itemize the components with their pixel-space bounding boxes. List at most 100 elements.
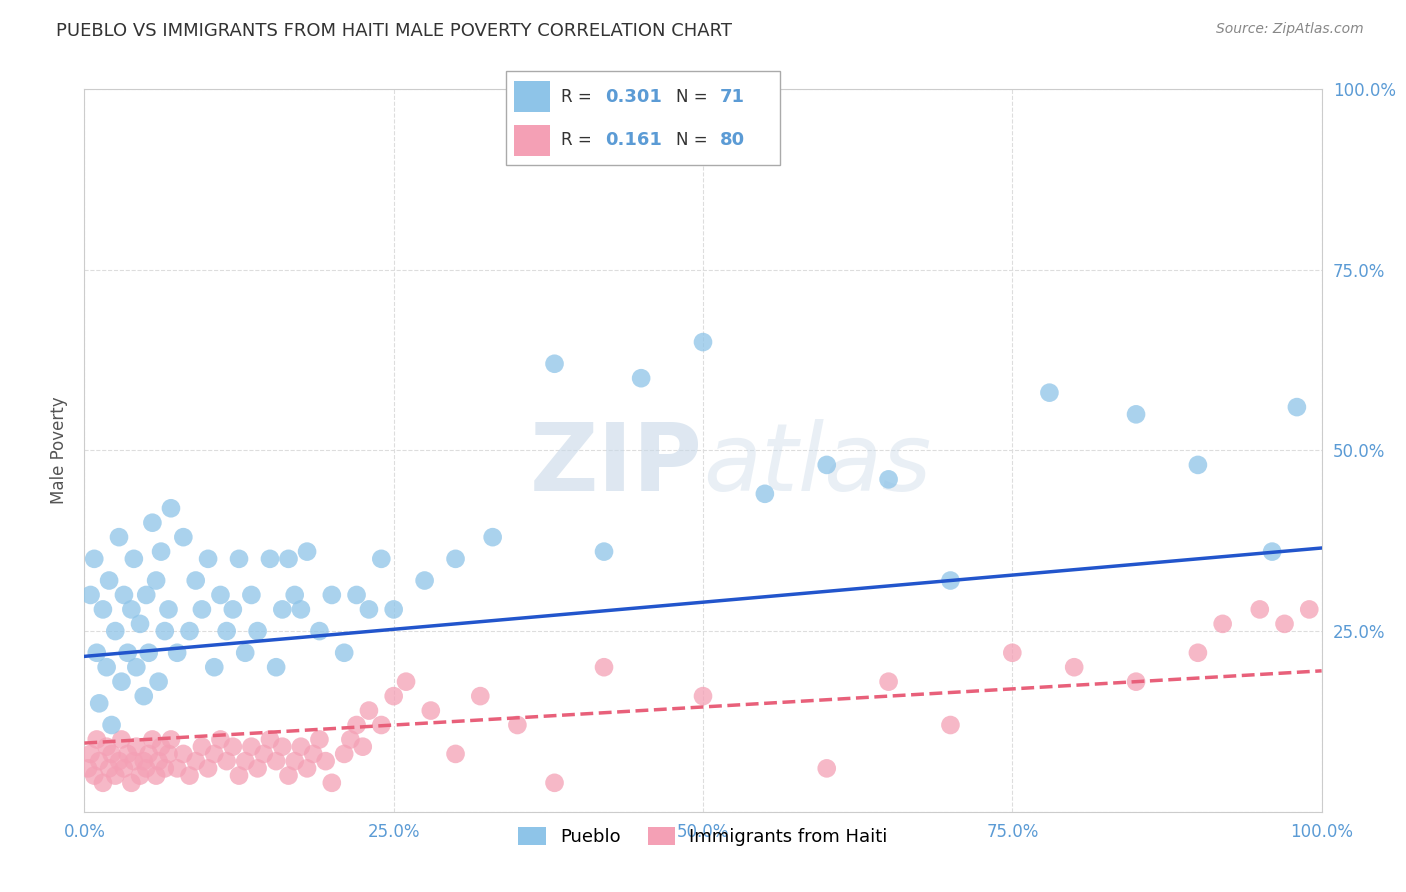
Point [419, 704, 441, 718]
Point [233, 646, 256, 660]
Point [877, 674, 900, 689]
Point [1249, 602, 1271, 616]
Point [209, 732, 232, 747]
Point [290, 739, 312, 754]
Point [939, 718, 962, 732]
Point [277, 769, 299, 783]
Point [259, 551, 281, 566]
Point [321, 776, 343, 790]
Point [166, 646, 188, 660]
Point [110, 732, 132, 747]
Point [197, 761, 219, 775]
Point [104, 769, 127, 783]
Point [202, 747, 225, 761]
Text: 71: 71 [720, 87, 745, 105]
Point [692, 334, 714, 349]
Point [83, 551, 105, 566]
Point [1187, 646, 1209, 660]
Point [129, 769, 152, 783]
Point [1001, 646, 1024, 660]
Point [215, 754, 238, 768]
Point [1274, 616, 1296, 631]
Point [1063, 660, 1085, 674]
Point [233, 754, 256, 768]
Legend: Pueblo, Immigrants from Haiti: Pueblo, Immigrants from Haiti [512, 820, 894, 854]
Point [209, 588, 232, 602]
Point [138, 646, 160, 660]
Point [315, 754, 337, 768]
Text: 0.301: 0.301 [605, 87, 662, 105]
Point [264, 754, 287, 768]
Point [96, 660, 118, 674]
Point [630, 371, 652, 385]
Text: atlas: atlas [703, 419, 931, 510]
Point [413, 574, 436, 588]
Point [284, 588, 307, 602]
Point [339, 732, 361, 747]
Point [98, 574, 121, 588]
Point [125, 660, 148, 674]
Point [222, 739, 245, 754]
Point [110, 674, 132, 689]
Point [153, 624, 176, 639]
Point [302, 747, 325, 761]
Point [83, 769, 105, 783]
Point [470, 689, 492, 703]
Point [145, 769, 167, 783]
Point [290, 602, 312, 616]
Point [370, 551, 392, 566]
Point [543, 357, 565, 371]
Point [321, 588, 343, 602]
Point [191, 602, 214, 616]
Point [153, 761, 176, 775]
Point [120, 776, 142, 790]
Point [815, 458, 838, 472]
Point [135, 588, 157, 602]
Point [593, 544, 616, 558]
Point [370, 718, 392, 732]
Point [202, 660, 225, 674]
Point [246, 624, 269, 639]
Point [148, 754, 170, 768]
Point [184, 754, 207, 768]
Point [506, 718, 529, 732]
Point [444, 747, 467, 761]
Point [145, 574, 167, 588]
Point [259, 732, 281, 747]
Text: PUEBLO VS IMMIGRANTS FROM HAITI MALE POVERTY CORRELATION CHART: PUEBLO VS IMMIGRANTS FROM HAITI MALE POV… [56, 22, 733, 40]
FancyBboxPatch shape [506, 71, 780, 165]
Point [172, 747, 194, 761]
Point [112, 761, 135, 775]
Point [346, 588, 368, 602]
Point [271, 602, 294, 616]
Point [308, 624, 330, 639]
Point [253, 747, 276, 761]
Text: 0.161: 0.161 [605, 131, 662, 149]
Point [160, 501, 183, 516]
Point [108, 530, 131, 544]
Point [692, 689, 714, 703]
Point [264, 660, 287, 674]
Point [228, 769, 250, 783]
Point [1187, 458, 1209, 472]
Point [141, 516, 163, 530]
Point [295, 761, 318, 775]
Point [444, 551, 467, 566]
Point [100, 747, 122, 761]
Point [122, 754, 145, 768]
Point [129, 616, 152, 631]
Point [132, 754, 155, 768]
Point [357, 704, 380, 718]
Text: ZIP: ZIP [530, 419, 703, 511]
Point [122, 551, 145, 566]
Point [395, 674, 418, 689]
Point [91, 602, 114, 616]
Point [271, 739, 294, 754]
Point [333, 646, 356, 660]
Point [222, 602, 245, 616]
Point [89, 754, 111, 768]
Point [333, 747, 356, 761]
Point [91, 776, 114, 790]
Point [543, 776, 565, 790]
Point [277, 551, 299, 566]
